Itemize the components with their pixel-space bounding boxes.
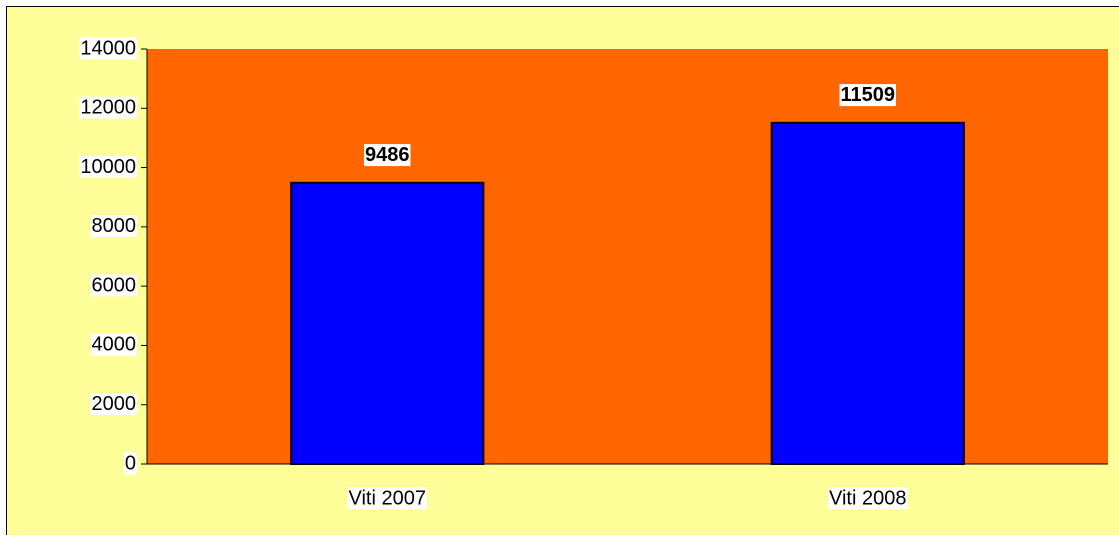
- y-tick-label: 10000: [80, 156, 136, 178]
- x-tick-label: Viti 2007: [349, 487, 426, 509]
- y-tick-label: 2000: [92, 393, 137, 415]
- bar: [291, 183, 483, 464]
- y-tick-label: 12000: [80, 97, 136, 119]
- data-label: 11509: [840, 84, 895, 106]
- y-tick-label: 0: [125, 452, 136, 474]
- x-tick-label: Viti 2008: [829, 487, 906, 509]
- bar: [772, 123, 964, 464]
- y-tick-label: 6000: [92, 274, 137, 296]
- y-tick-label: 4000: [92, 334, 137, 356]
- data-label: 9486: [365, 144, 410, 166]
- y-tick-label: 14000: [80, 37, 136, 59]
- y-tick-label: 8000: [92, 215, 137, 237]
